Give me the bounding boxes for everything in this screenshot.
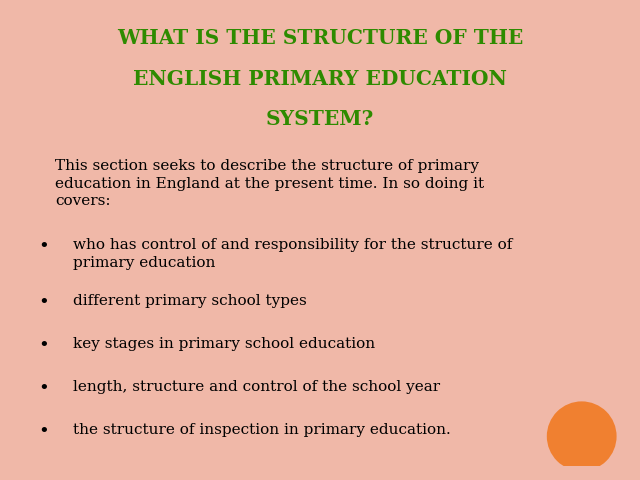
Text: length, structure and control of the school year: length, structure and control of the sch… — [74, 380, 440, 394]
Text: ENGLISH PRIMARY EDUCATION: ENGLISH PRIMARY EDUCATION — [133, 69, 507, 88]
Text: SYSTEM?: SYSTEM? — [266, 109, 374, 129]
Text: the structure of inspection in primary education.: the structure of inspection in primary e… — [74, 423, 451, 437]
Text: •: • — [38, 238, 49, 256]
Text: •: • — [38, 337, 49, 355]
Text: •: • — [38, 380, 49, 398]
Text: This section seeks to describe the structure of primary
education in England at : This section seeks to describe the struc… — [55, 159, 484, 208]
Text: different primary school types: different primary school types — [74, 294, 307, 308]
Text: •: • — [38, 294, 49, 312]
Text: who has control of and responsibility for the structure of
primary education: who has control of and responsibility fo… — [74, 238, 513, 270]
Text: WHAT IS THE STRUCTURE OF THE: WHAT IS THE STRUCTURE OF THE — [117, 28, 523, 48]
Text: •: • — [38, 423, 49, 441]
Ellipse shape — [547, 401, 616, 471]
Text: key stages in primary school education: key stages in primary school education — [74, 337, 376, 351]
